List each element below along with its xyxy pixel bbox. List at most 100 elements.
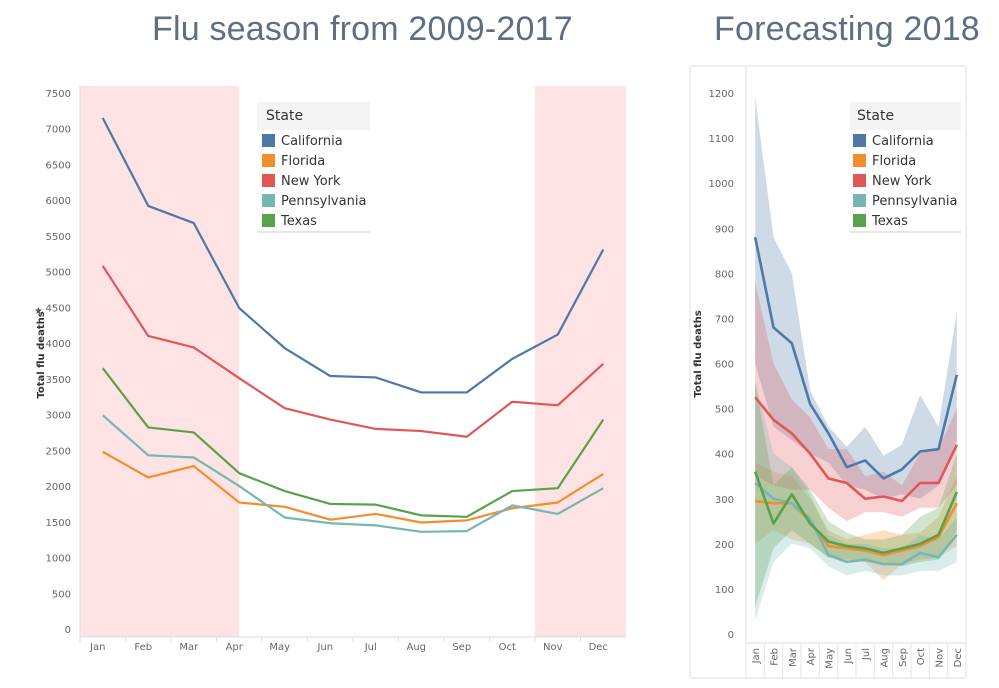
y-tick-label: 5500 [46,232,71,243]
chart-title-forecast: Forecasting 2018 [714,10,980,48]
forecast-legend-swatch-pennsylvania [853,194,866,207]
forecast-x-tick-label: Apr [806,647,817,665]
y-tick-label: 5000 [46,268,71,279]
legend-history: State California Florida New York Pennsylvan… [257,102,370,233]
forecast-line-california[interactable] [753,237,959,480]
forecast-y-tick-label: 500 [715,405,734,416]
series-line-pennsylvania[interactable] [102,414,604,533]
x-tick-label: Sep [452,642,471,653]
forecast-y-tick-label: 1100 [709,134,734,145]
y-tick-label: 2500 [46,446,71,457]
x-tick-label: Nov [543,642,563,653]
forecast-x-tick-label: Jul [861,648,872,661]
y-axis-sort-icon[interactable]: ★ [34,306,43,317]
forecast-y-tick-label: 800 [715,269,734,280]
forecast-legend-item-california[interactable]: California [872,134,934,149]
forecast-legend-swatch-california [853,134,866,147]
y-tick-label: 6000 [46,196,71,207]
legend-swatch-new-york [262,174,275,187]
x-tick-label: May [269,642,290,653]
forecast-y-tick-label: 300 [715,495,734,506]
forecast-x-tick-label: Nov [935,648,946,668]
y-tick-label: 0 [65,625,71,636]
x-axis-ticks: Jan Feb Mar Apr May Jun Jul Aug Sep Oct Nov Dec [79,637,608,653]
x-tick-label: Mar [179,642,199,653]
forecast-legend-swatch-florida [853,154,866,167]
y-tick-label: 6500 [46,160,71,171]
highlight-band-1 [535,86,626,637]
forecast-x-ticks: Jan Feb Mar Apr May Jun Jul Aug Sep Oct Nov Dec [745,643,964,678]
forecast-y-ticks: 0 100 200 300 400 500 600 700 800 900 1000 1100 1200 [709,89,734,641]
y-tick-label: 3500 [46,375,71,386]
forecast-x-tick-label: Jan [751,648,762,664]
forecast-legend-item-new-york[interactable]: New York [872,174,932,189]
y-tick-label: 4000 [46,339,71,350]
forecast-y-tick-label: 600 [715,360,734,371]
x-tick-label: Jul [364,642,377,653]
series-lines [101,117,605,533]
legend-forecast: State California Florida New York Pennsylvan… [850,102,961,233]
forecast-x-tick-label: Jun [843,648,854,665]
forecast-x-tick-label: Feb [770,648,781,666]
x-tick-label: Aug [406,642,426,653]
x-tick-label: Jun [316,642,333,653]
x-tick-label: Feb [134,642,152,653]
forecast-x-tick-label: Aug [880,648,891,668]
forecast-y-tick-label: 1200 [709,89,734,100]
legend-swatch-pennsylvania [262,194,275,207]
legend-item-florida[interactable]: Florida [281,154,325,169]
forecast-y-tick-label: 200 [715,540,734,551]
forecast-x-tick-label: May [825,648,836,669]
legend-swatch-texas [262,214,275,227]
forecast-band-california [755,97,957,499]
forecast-band-new-york [755,282,957,522]
legend-swatch-florida [262,154,275,167]
forecast-line-pennsylvania[interactable] [754,481,958,566]
forecast-line-new-york[interactable] [754,396,959,503]
legend-title: State [266,108,303,124]
legend-header [257,102,370,130]
forecast-border [689,65,967,679]
forecast-x-tick-label: Sep [898,648,909,667]
legend-swatch-california [262,134,275,147]
y-tick-label: 2000 [46,482,71,493]
forecast-y-tick-label: 1000 [709,179,734,190]
forecast-line-texas[interactable] [753,471,959,555]
highlight-bands [80,86,626,637]
y-tick-label: 1500 [46,518,71,529]
forecast-lines [753,237,959,566]
forecast-legend-swatch-new-york [853,174,866,187]
forecast-legend-item-florida[interactable]: Florida [872,154,916,169]
chart-title-history: Flu season from 2009-2017 [152,10,573,48]
forecast-x-tick-label: Mar [788,647,799,667]
forecast-y-tick-label: 100 [715,585,734,596]
legend-item-new-york[interactable]: New York [281,174,341,189]
forecast-legend-item-pennsylvania[interactable]: Pennsylvania [872,194,957,209]
legend-item-texas[interactable]: Texas [280,214,317,229]
legend-item-california[interactable]: California [281,134,343,149]
y-tick-label: 3000 [46,411,71,422]
y-tick-label: 1000 [46,554,71,565]
y-tick-label: 4500 [46,303,71,314]
x-tick-label: Jan [89,642,105,653]
forecast-y-tick-label: 400 [715,450,734,461]
y-tick-label: 500 [52,589,71,600]
forecast-y-tick-label: 700 [715,314,734,325]
x-tick-label: Oct [499,642,516,653]
forecast-y-axis-label: Total flu deaths [693,310,704,397]
forecast-x-tick-label: Oct [916,648,927,665]
legend-item-pennsylvania[interactable]: Pennsylvania [281,194,366,209]
y-tick-label: 7000 [46,125,71,136]
y-axis-ticks: 0 500 1000 1500 2000 2500 3000 3500 4000 4500 5000… [46,89,71,636]
y-tick-label: 7500 [46,89,71,100]
forecast-legend-title: State [857,108,894,124]
series-line-new-york[interactable] [101,265,604,438]
series-line-california[interactable] [101,117,605,394]
forecast-y-tick-label: 900 [715,224,734,235]
forecast-legend-swatch-texas [853,214,866,227]
series-line-texas[interactable] [101,367,605,518]
forecast-legend-header [850,102,961,130]
forecast-legend-item-texas[interactable]: Texas [871,214,908,229]
forecast-y-tick-label: 0 [728,630,734,641]
